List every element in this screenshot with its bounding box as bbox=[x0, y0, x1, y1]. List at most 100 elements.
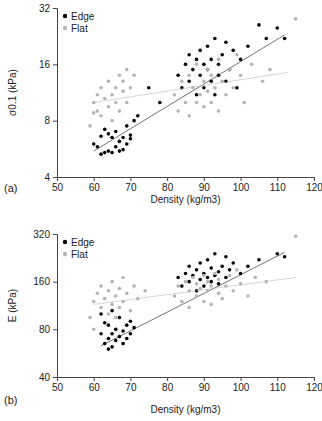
point bbox=[235, 53, 239, 57]
x-tick-label: 90 bbox=[199, 382, 211, 393]
point bbox=[220, 265, 224, 269]
x-tick-label: 60 bbox=[89, 382, 101, 393]
point bbox=[231, 261, 235, 265]
point bbox=[121, 329, 125, 333]
point bbox=[173, 294, 177, 298]
x-axis: 5060708090100110120 bbox=[52, 177, 322, 193]
x-tick: 90 bbox=[199, 377, 211, 393]
point bbox=[195, 93, 199, 97]
point bbox=[99, 312, 103, 316]
point bbox=[191, 68, 195, 72]
point bbox=[195, 58, 199, 62]
point bbox=[103, 97, 107, 101]
x-tick-label: 80 bbox=[162, 382, 174, 393]
y-tick-label: 80 bbox=[39, 324, 51, 335]
y-tick: 16 bbox=[39, 59, 57, 70]
y-tick: 8 bbox=[44, 115, 57, 126]
y-tick-mark bbox=[53, 8, 57, 9]
point bbox=[202, 63, 206, 67]
point bbox=[107, 337, 111, 341]
point bbox=[206, 280, 210, 284]
point bbox=[118, 287, 122, 291]
point bbox=[213, 272, 217, 276]
point bbox=[217, 270, 221, 274]
point bbox=[206, 68, 210, 72]
point bbox=[103, 297, 107, 301]
point bbox=[202, 284, 206, 288]
point bbox=[213, 93, 217, 97]
y-tick-label: 160 bbox=[33, 276, 50, 287]
point bbox=[110, 119, 114, 123]
legend: EdgeFlat bbox=[63, 237, 95, 260]
x-tick: 100 bbox=[233, 377, 250, 393]
y-tick-mark bbox=[53, 121, 57, 122]
point bbox=[220, 297, 224, 301]
point bbox=[257, 23, 261, 27]
point bbox=[206, 258, 210, 262]
point bbox=[129, 133, 133, 137]
point bbox=[129, 309, 133, 313]
point bbox=[250, 63, 254, 67]
point bbox=[107, 289, 111, 293]
point bbox=[110, 332, 114, 336]
point bbox=[239, 73, 243, 77]
point bbox=[125, 68, 129, 72]
point bbox=[224, 276, 228, 280]
point bbox=[209, 101, 213, 105]
x-tick-mark bbox=[277, 377, 278, 381]
point bbox=[246, 294, 250, 298]
y-tick-mark bbox=[53, 177, 57, 178]
point bbox=[99, 86, 103, 90]
y-axis: 4080160320 bbox=[33, 229, 57, 383]
plot-area bbox=[88, 17, 297, 156]
x-tick-mark bbox=[277, 177, 278, 181]
x-tick: 80 bbox=[162, 177, 174, 193]
point bbox=[184, 272, 188, 276]
point bbox=[88, 316, 92, 320]
point bbox=[114, 145, 118, 149]
point bbox=[224, 255, 228, 259]
legend-swatch bbox=[63, 252, 67, 256]
point bbox=[110, 151, 114, 155]
x-tick-label: 70 bbox=[125, 382, 137, 393]
y-tick-label: 40 bbox=[39, 372, 51, 383]
x-tick: 110 bbox=[270, 177, 286, 193]
x-tick-mark bbox=[241, 377, 242, 381]
point bbox=[195, 101, 199, 105]
legend-label: Flat bbox=[71, 23, 88, 34]
x-tick-mark bbox=[204, 177, 205, 181]
point bbox=[99, 135, 103, 139]
y-tick: 40 bbox=[39, 372, 57, 383]
point bbox=[132, 284, 136, 288]
point bbox=[283, 255, 287, 259]
point bbox=[213, 37, 217, 41]
point bbox=[129, 86, 133, 90]
x-tick: 110 bbox=[270, 377, 286, 393]
x-tick-mark bbox=[167, 377, 168, 381]
y-tick-label: 16 bbox=[39, 59, 51, 70]
point bbox=[114, 294, 118, 298]
point bbox=[235, 86, 239, 90]
x-axis-line bbox=[58, 178, 315, 182]
point bbox=[92, 111, 96, 115]
point bbox=[96, 93, 100, 97]
point bbox=[118, 149, 122, 153]
point bbox=[217, 58, 221, 62]
point bbox=[198, 73, 202, 77]
point bbox=[213, 86, 217, 90]
point bbox=[294, 234, 298, 238]
point bbox=[173, 93, 177, 97]
x-tick-mark bbox=[94, 177, 95, 181]
legend-label: Edge bbox=[71, 11, 95, 22]
point bbox=[110, 303, 114, 307]
point bbox=[187, 73, 191, 77]
series bbox=[88, 234, 297, 331]
point bbox=[121, 89, 125, 93]
point bbox=[246, 44, 250, 48]
x-tick: 70 bbox=[125, 377, 137, 393]
point bbox=[103, 151, 107, 155]
point bbox=[99, 306, 103, 310]
y-tick-mark bbox=[53, 282, 57, 283]
point bbox=[187, 280, 191, 284]
x-axis-title: Density (kg/m3) bbox=[150, 194, 220, 205]
